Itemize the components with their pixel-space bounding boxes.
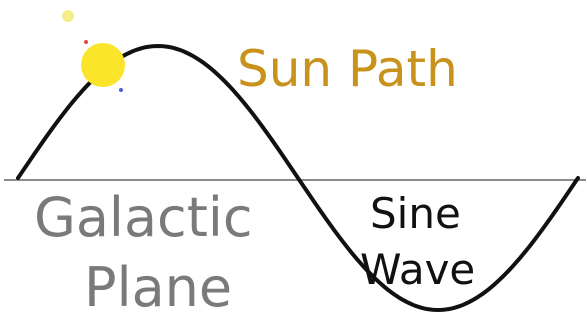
sun bbox=[81, 43, 125, 87]
red-dot bbox=[84, 40, 88, 44]
galactic-label: Galactic bbox=[34, 186, 253, 249]
faint-star bbox=[62, 10, 74, 22]
diagram: Sun Path Galactic Plane Sine Wave bbox=[0, 0, 587, 318]
blue-dot bbox=[119, 88, 123, 92]
sine-label: Sine bbox=[370, 189, 461, 238]
page: {"labels": {"sun_path": "Sun Path", "gal… bbox=[0, 0, 587, 318]
sun-path-label: Sun Path bbox=[237, 40, 458, 98]
wave-label: Wave bbox=[360, 245, 475, 294]
plane-label: Plane bbox=[84, 256, 232, 318]
